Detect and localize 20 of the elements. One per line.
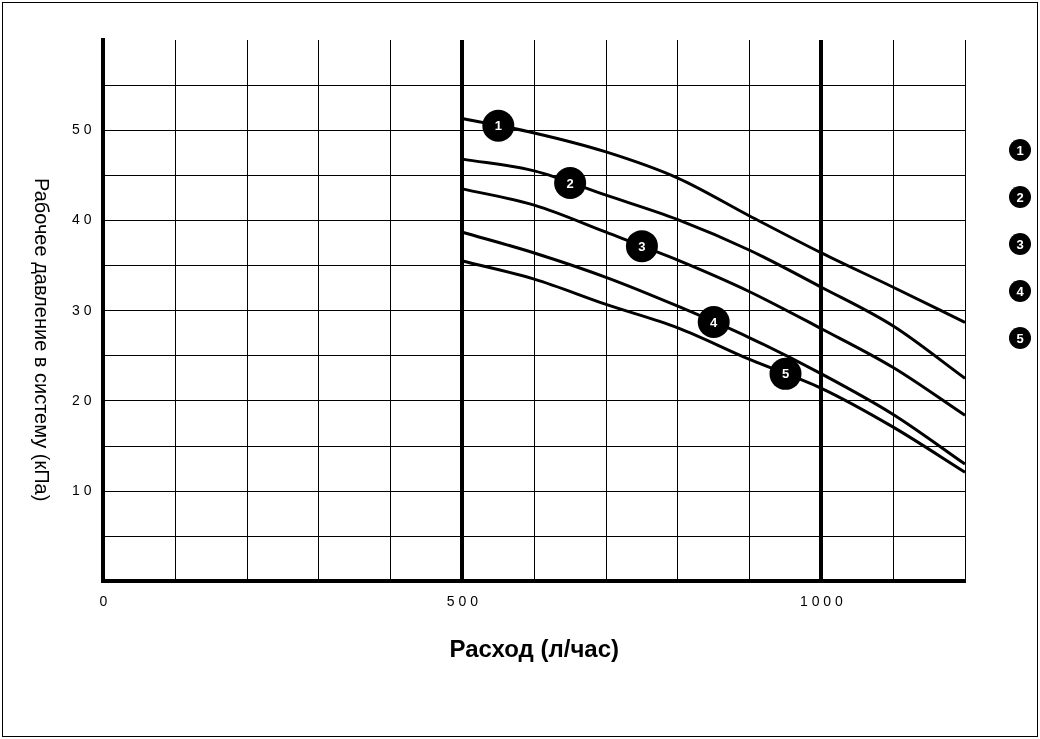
text: 3 bbox=[1016, 236, 1024, 252]
y-tick-label: 1 0 bbox=[71, 482, 92, 499]
text: 4 bbox=[1016, 283, 1024, 299]
text: 1 bbox=[1016, 142, 1024, 158]
series-label: 1 bbox=[494, 118, 502, 134]
y-tick-label: 3 0 bbox=[71, 301, 92, 318]
text: 2 bbox=[1016, 189, 1024, 205]
series-label: 2 bbox=[566, 175, 574, 191]
x-tick-label: 5 0 0 bbox=[446, 592, 479, 609]
x-tick-label: 1 0 0 0 bbox=[800, 592, 844, 609]
series-label: 4 bbox=[710, 314, 719, 330]
y-tick-label: 2 0 bbox=[71, 391, 92, 408]
y-tick-label: 4 0 bbox=[71, 211, 92, 228]
series-label: 3 bbox=[638, 238, 646, 254]
y-tick-label: 5 0 bbox=[71, 121, 92, 138]
text: 5 bbox=[1016, 330, 1024, 346]
y-axis-title: Рабочее давление в систему (кПа) bbox=[30, 177, 53, 504]
x-tick-label: 0 bbox=[99, 592, 108, 609]
x-axis-title: Расход (л/час) bbox=[449, 635, 620, 663]
series-label: 5 bbox=[781, 366, 790, 382]
